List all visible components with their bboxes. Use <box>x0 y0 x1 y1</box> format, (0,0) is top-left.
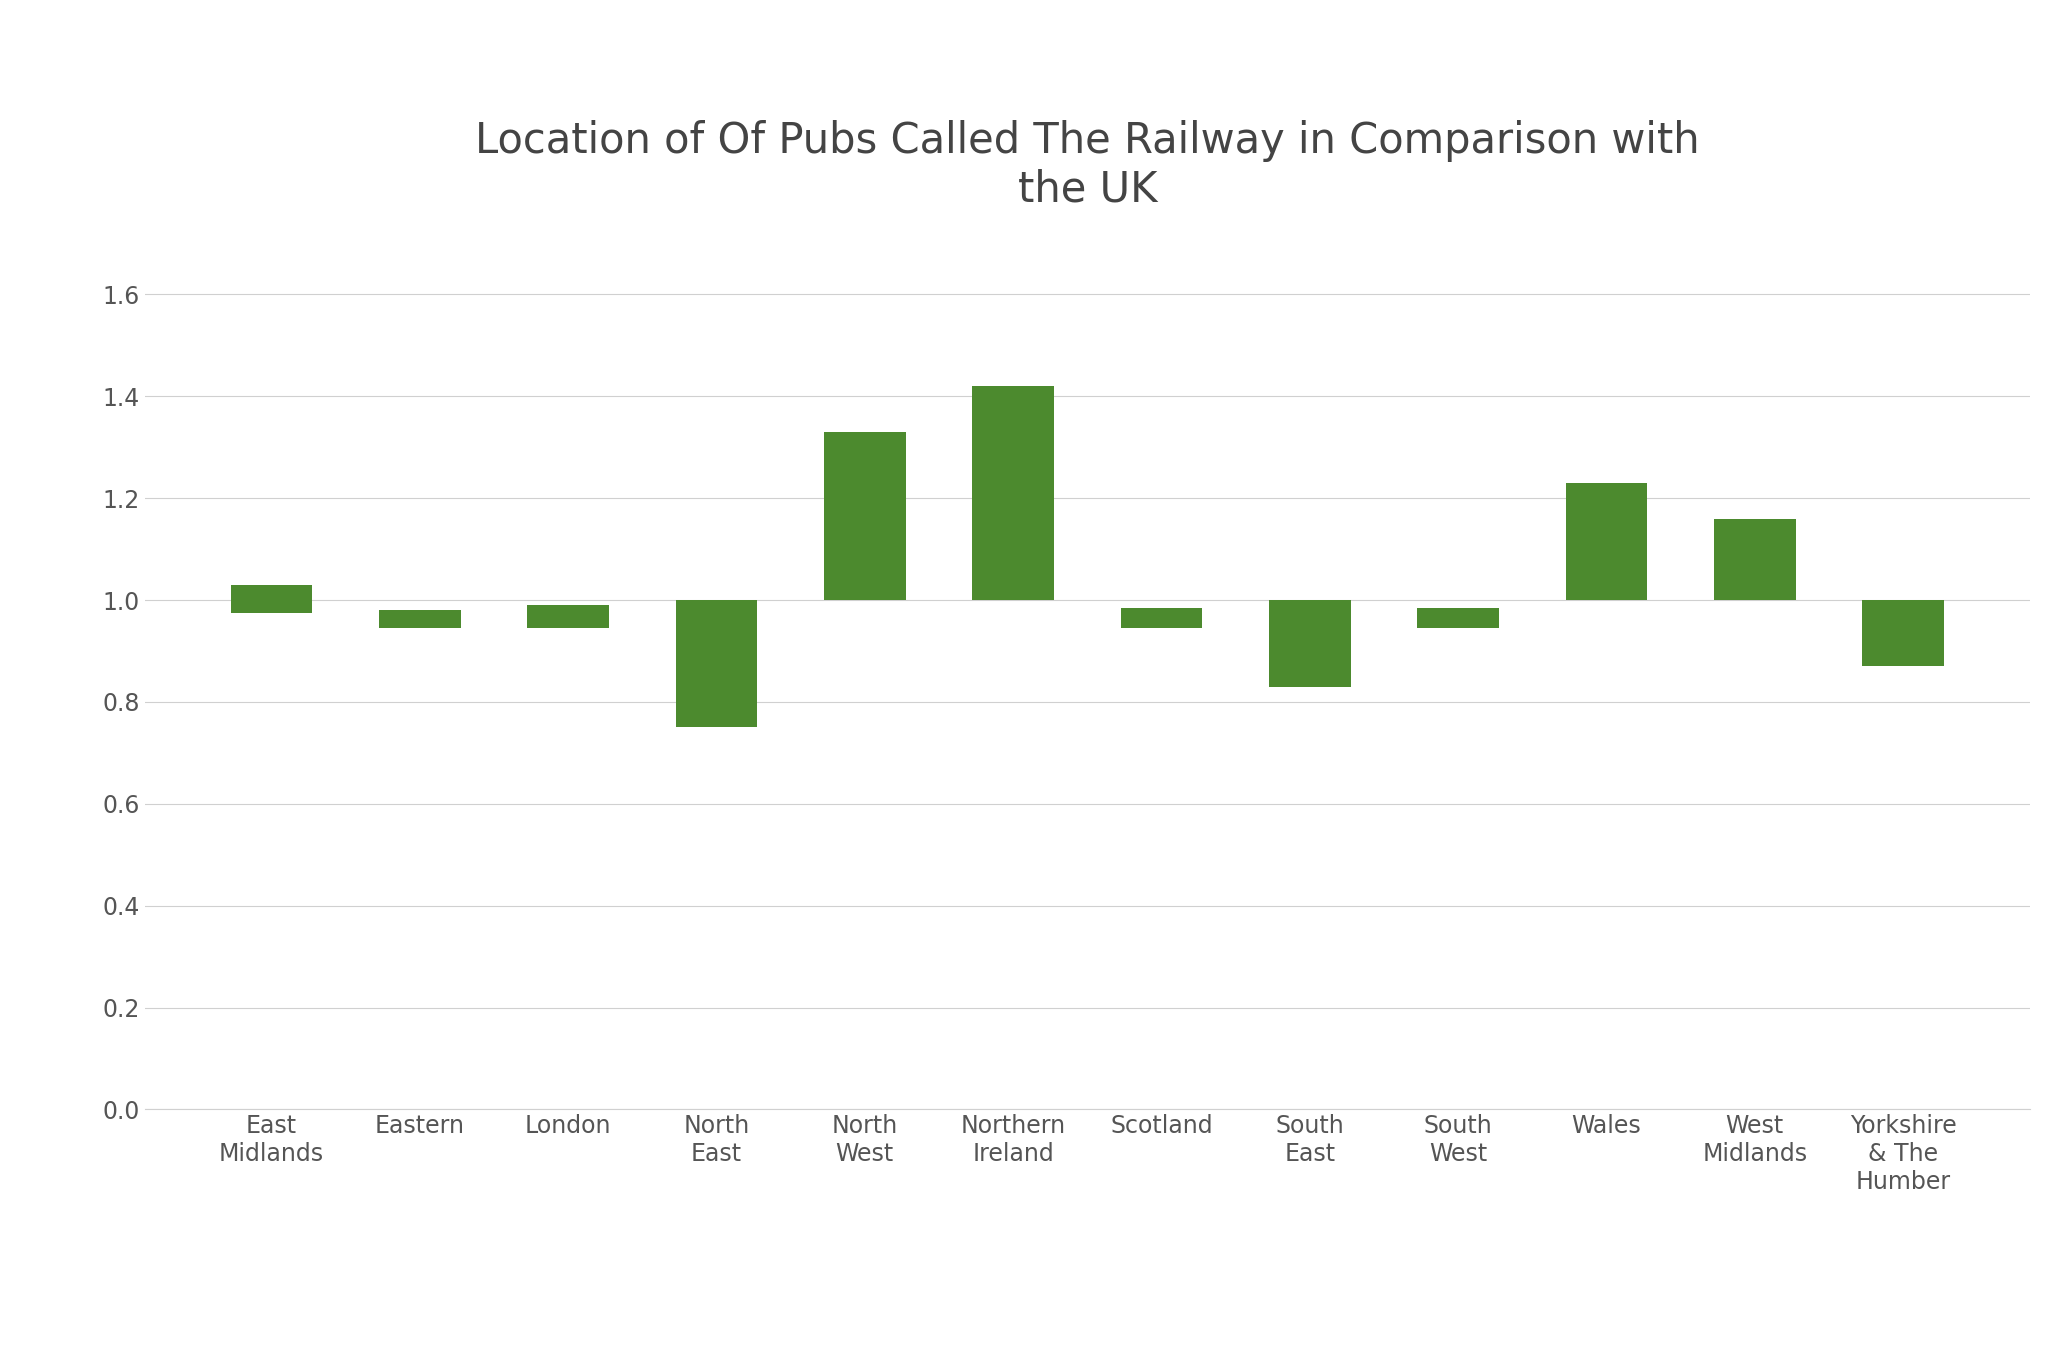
Bar <box>1120 607 1203 628</box>
Bar <box>824 432 905 601</box>
Bar <box>1270 601 1350 687</box>
Bar <box>1417 607 1499 628</box>
Bar <box>1862 601 1945 666</box>
Bar <box>971 386 1054 601</box>
Bar <box>230 584 313 613</box>
Bar <box>675 601 758 728</box>
Bar <box>528 605 609 628</box>
Bar <box>1566 483 1646 601</box>
Bar <box>379 610 460 628</box>
Title: Location of Of Pubs Called The Railway in Comparison with
the UK: Location of Of Pubs Called The Railway i… <box>474 120 1700 211</box>
Bar <box>1715 518 1796 601</box>
